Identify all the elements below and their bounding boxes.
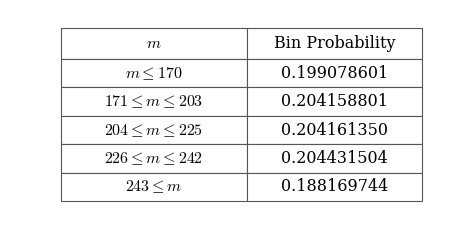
Text: 0.199078601: 0.199078601: [281, 65, 388, 81]
Bar: [61, 173, 247, 201]
Text: $226 \leq m \leq 242$: $226 \leq m \leq 242$: [104, 150, 203, 167]
Text: Bin Probability: Bin Probability: [274, 35, 395, 52]
Bar: [247, 144, 422, 173]
Text: $m$: $m$: [146, 35, 162, 52]
Bar: [247, 173, 422, 201]
Text: 0.188169744: 0.188169744: [281, 178, 388, 195]
Bar: [61, 116, 247, 144]
Bar: [61, 28, 247, 59]
Bar: [247, 28, 422, 59]
Bar: [247, 116, 422, 144]
Text: $m \leq 170$: $m \leq 170$: [125, 65, 182, 81]
Bar: [247, 59, 422, 87]
Bar: [61, 144, 247, 173]
Bar: [61, 87, 247, 116]
Bar: [61, 59, 247, 87]
Text: $204 \leq m \leq 225$: $204 \leq m \leq 225$: [104, 121, 203, 138]
Text: $243 \leq m$: $243 \leq m$: [125, 178, 183, 195]
Text: 0.204431504: 0.204431504: [281, 150, 388, 167]
Text: 0.204161350: 0.204161350: [281, 121, 388, 138]
Text: $171 \leq m \leq 203$: $171 \leq m \leq 203$: [104, 93, 203, 110]
Text: 0.204158801: 0.204158801: [281, 93, 388, 110]
Bar: [247, 87, 422, 116]
